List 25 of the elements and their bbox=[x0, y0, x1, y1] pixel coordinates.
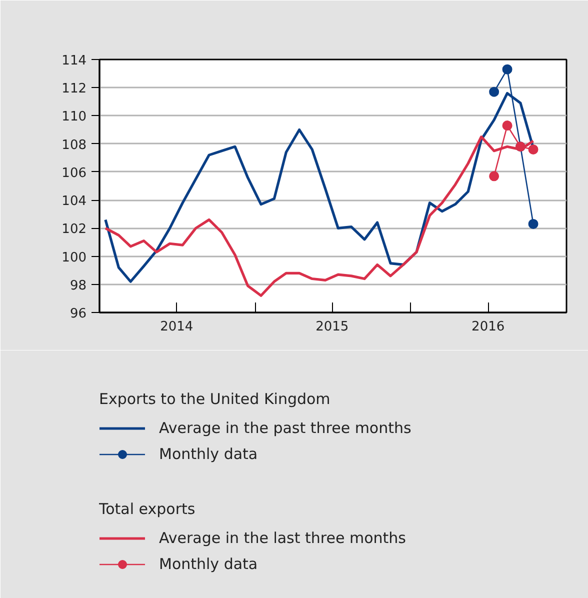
point bbox=[502, 120, 512, 131]
x-tick-label: 2016 bbox=[472, 320, 505, 334]
y-tick-label: 102 bbox=[62, 222, 87, 238]
y-tick-label: 106 bbox=[62, 166, 87, 181]
legend-label: Monthly data bbox=[159, 445, 258, 463]
y-tick-label: 96 bbox=[70, 306, 87, 322]
y-tick-label: 100 bbox=[62, 250, 87, 266]
point bbox=[502, 64, 512, 74]
point bbox=[489, 86, 500, 97]
x-tick-label: 2014 bbox=[160, 320, 194, 334]
y-tick-label: 114 bbox=[62, 54, 87, 68]
legend-label: Average in the past three months bbox=[159, 419, 412, 437]
y-tick-label: 112 bbox=[62, 82, 87, 97]
text: Exports to the United Kingdom bbox=[99, 390, 332, 408]
y-tick-label: 104 bbox=[62, 194, 87, 210]
y-tick-label: 108 bbox=[62, 138, 87, 153]
point bbox=[528, 218, 538, 229]
text: Total exports bbox=[99, 500, 196, 518]
x-tick-label: 2015 bbox=[316, 320, 349, 334]
point bbox=[489, 171, 500, 182]
point bbox=[528, 144, 538, 154]
y-tick-label: 110 bbox=[62, 110, 87, 125]
legend-label: Average in the last three months bbox=[159, 529, 406, 547]
legend-label: Monthly data bbox=[159, 555, 258, 573]
y-tick-label: 98 bbox=[70, 278, 87, 294]
